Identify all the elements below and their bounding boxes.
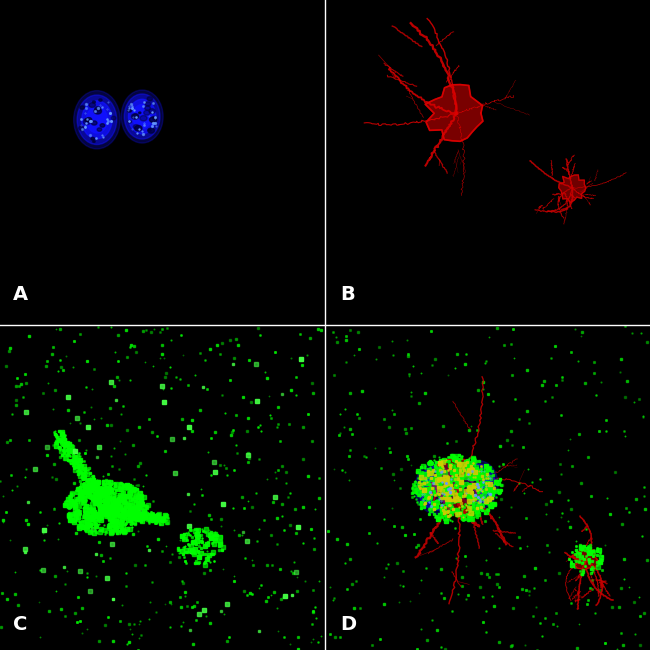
Ellipse shape: [466, 469, 491, 501]
Ellipse shape: [470, 474, 474, 477]
Polygon shape: [559, 175, 586, 203]
Ellipse shape: [148, 128, 155, 133]
Ellipse shape: [467, 484, 473, 489]
Ellipse shape: [144, 111, 150, 115]
Ellipse shape: [439, 486, 444, 489]
Text: C: C: [13, 615, 27, 634]
Ellipse shape: [92, 121, 97, 125]
Ellipse shape: [111, 116, 116, 120]
Ellipse shape: [100, 124, 105, 127]
Ellipse shape: [86, 118, 92, 122]
Ellipse shape: [483, 489, 488, 493]
Ellipse shape: [463, 482, 471, 488]
Ellipse shape: [475, 467, 480, 471]
Ellipse shape: [432, 496, 439, 502]
Text: A: A: [13, 285, 28, 304]
Ellipse shape: [94, 109, 101, 114]
Ellipse shape: [145, 106, 150, 110]
Ellipse shape: [92, 101, 96, 103]
Ellipse shape: [475, 482, 480, 486]
Ellipse shape: [91, 137, 94, 140]
Text: B: B: [340, 285, 355, 304]
Ellipse shape: [99, 99, 102, 101]
Ellipse shape: [82, 101, 112, 138]
Ellipse shape: [484, 497, 492, 503]
Ellipse shape: [482, 469, 489, 474]
Ellipse shape: [129, 99, 156, 134]
Ellipse shape: [431, 478, 435, 480]
Ellipse shape: [462, 464, 495, 506]
Ellipse shape: [464, 494, 471, 499]
Ellipse shape: [133, 125, 139, 129]
Ellipse shape: [148, 129, 151, 131]
Ellipse shape: [83, 119, 90, 125]
Ellipse shape: [436, 500, 443, 506]
Ellipse shape: [467, 470, 471, 472]
Ellipse shape: [476, 496, 480, 498]
Ellipse shape: [135, 125, 142, 131]
Ellipse shape: [468, 489, 473, 493]
Ellipse shape: [121, 90, 163, 143]
Ellipse shape: [127, 109, 131, 112]
Ellipse shape: [152, 116, 157, 120]
Text: D: D: [340, 615, 356, 634]
Ellipse shape: [97, 128, 102, 131]
Ellipse shape: [470, 474, 488, 496]
Ellipse shape: [86, 107, 107, 133]
Ellipse shape: [463, 479, 467, 482]
Ellipse shape: [89, 103, 96, 107]
Ellipse shape: [79, 126, 84, 130]
Ellipse shape: [418, 466, 456, 510]
Ellipse shape: [77, 95, 117, 144]
Ellipse shape: [448, 479, 452, 482]
Ellipse shape: [124, 94, 160, 139]
Ellipse shape: [150, 117, 157, 122]
Ellipse shape: [473, 483, 478, 487]
Ellipse shape: [450, 493, 455, 497]
Ellipse shape: [84, 119, 88, 122]
Ellipse shape: [440, 478, 447, 482]
Ellipse shape: [440, 505, 443, 508]
Ellipse shape: [465, 486, 471, 490]
Ellipse shape: [128, 120, 131, 123]
Ellipse shape: [131, 114, 138, 119]
Ellipse shape: [80, 106, 84, 109]
Ellipse shape: [93, 140, 95, 142]
Ellipse shape: [474, 481, 478, 485]
Ellipse shape: [427, 476, 447, 500]
Ellipse shape: [415, 462, 459, 514]
Ellipse shape: [469, 491, 474, 495]
Polygon shape: [572, 549, 598, 571]
Ellipse shape: [147, 97, 153, 101]
Ellipse shape: [464, 484, 467, 486]
Ellipse shape: [73, 90, 120, 149]
Ellipse shape: [133, 105, 151, 129]
Ellipse shape: [95, 107, 101, 111]
Ellipse shape: [422, 471, 451, 505]
Ellipse shape: [434, 472, 438, 475]
Polygon shape: [428, 459, 481, 519]
Ellipse shape: [460, 461, 498, 509]
Ellipse shape: [133, 114, 138, 118]
Ellipse shape: [435, 502, 442, 506]
Polygon shape: [425, 84, 483, 141]
Ellipse shape: [145, 102, 151, 106]
Ellipse shape: [140, 116, 147, 121]
Ellipse shape: [149, 109, 155, 114]
Ellipse shape: [422, 487, 430, 493]
Ellipse shape: [138, 112, 141, 114]
